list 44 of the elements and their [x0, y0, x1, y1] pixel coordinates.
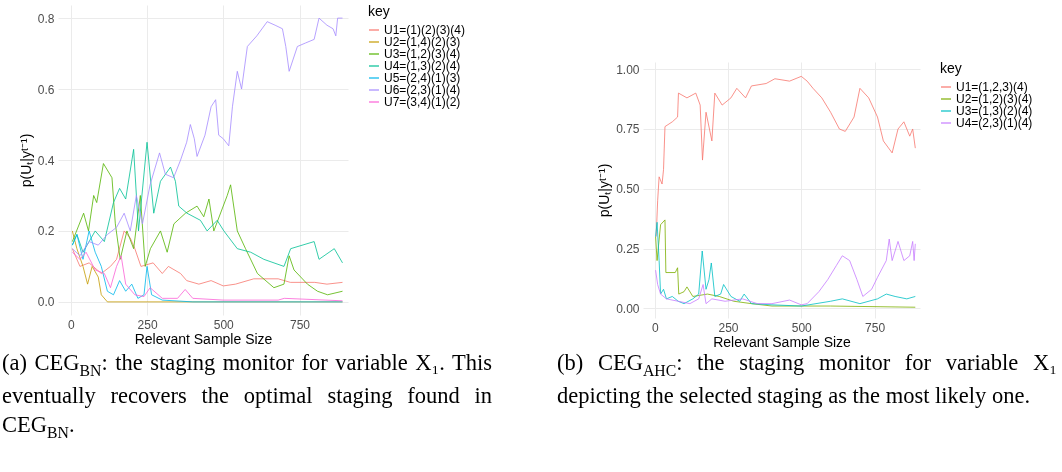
line-series — [71, 163, 343, 296]
legend-label: U1=(1,2,3)(4) — [956, 80, 1028, 94]
y-tick-label: 0.0 — [37, 295, 55, 310]
x-tick-label: 250 — [137, 317, 158, 332]
legend-label: U4=(2,3)(1)(4) — [956, 116, 1033, 130]
x-tick-label: 500 — [791, 320, 813, 335]
x-tick-label: 500 — [213, 317, 235, 332]
y-axis-title: p(Uₜ|yᵗ⁻¹) — [596, 163, 613, 218]
x-tick-label: 0 — [67, 317, 75, 332]
y-axis-title: p(Uₜ|yᵗ⁻¹) — [17, 133, 34, 188]
legend-label: U2=(1,4)(2)(3) — [384, 35, 461, 49]
y-tick-label: 0.4 — [37, 153, 55, 168]
legend-label: U4=(1,3)(2)(4) — [384, 59, 461, 73]
legend-label: U2=(1,2)(3)(4) — [956, 92, 1033, 106]
y-tick-label: 0.2 — [37, 224, 55, 239]
legend-title: key — [940, 60, 962, 76]
line-series — [71, 230, 343, 303]
legend-label: U3=(1,3)(2)(4) — [956, 104, 1033, 118]
y-tick-label: 0.00 — [616, 301, 640, 316]
text: (a) CEG$_{BN}$: the staging monitor for variable X₁. This eventually recovers the optimal staging found in CEG$_{BN}$. — [2, 349, 492, 443]
x-axis-title: Relevant Sample Size — [713, 333, 852, 350]
x-tick-label: 750 — [290, 317, 311, 332]
y-tick-label: 0.25 — [616, 242, 640, 257]
line-series — [71, 230, 343, 287]
legend-label: U6=(2,3)(1)(4) — [384, 83, 461, 97]
legend-label: U5=(2,4)(1)(3) — [384, 71, 461, 85]
x-tick-label: 0 — [651, 320, 659, 335]
legend-label: U3=(1,2)(3)(4) — [384, 47, 461, 61]
line-series — [655, 75, 916, 238]
x-axis-title: Relevant Sample Size — [134, 330, 273, 347]
legend-title: key — [368, 3, 390, 19]
line-series — [71, 251, 343, 302]
y-tick-label: 0.75 — [616, 122, 640, 137]
x-tick-label: 750 — [865, 320, 886, 335]
y-tick-label: 0.6 — [37, 82, 55, 97]
legend-label: U7=(3,4)(1)(2) — [384, 95, 461, 109]
y-tick-label: 0.8 — [37, 11, 55, 26]
y-tick-label: 0.50 — [616, 182, 640, 197]
line-series — [71, 17, 343, 257]
y-tick-label: 1.00 — [616, 62, 640, 77]
text: (b) CEG$_{AHC}$: the staging monitor for variable X₁ depicting the selected staging as the most likely one. — [557, 350, 1057, 410]
legend-label: U1=(1)(2)(3)(4) — [384, 23, 466, 37]
x-tick-label: 250 — [718, 320, 739, 335]
line-series — [655, 238, 916, 306]
